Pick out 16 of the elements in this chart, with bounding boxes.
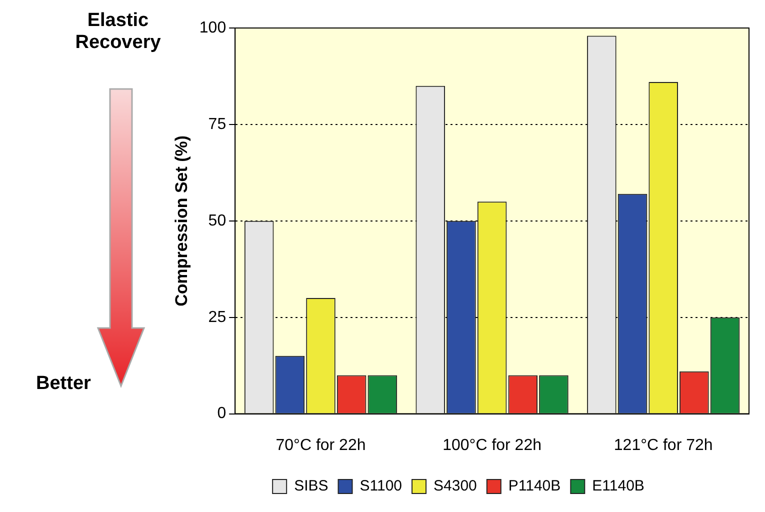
text: Better [36, 373, 91, 395]
legend-label: SIBS [294, 478, 328, 495]
y-tick-label: 75 [208, 116, 226, 133]
x-tick-label: 121°C for 72h [614, 436, 713, 454]
legend-label: S1100 [360, 478, 402, 495]
x-tick-label: 100°C for 22h [442, 436, 542, 454]
y-axis-title: Compression Set (%) [172, 135, 191, 306]
text: Elastic Recovery [74, 10, 162, 54]
legend-label: S4300 [434, 478, 477, 495]
y-tick-label: 25 [208, 308, 226, 326]
x-tick-label: 70°C for 22h [276, 436, 366, 454]
legend-label: E1140B [592, 478, 644, 495]
legend-label: P1140B [508, 478, 561, 495]
y-tick-label: 100 [199, 19, 226, 36]
y-tick-label: 50 [208, 212, 226, 230]
y-tick-label: 0 [217, 405, 226, 422]
